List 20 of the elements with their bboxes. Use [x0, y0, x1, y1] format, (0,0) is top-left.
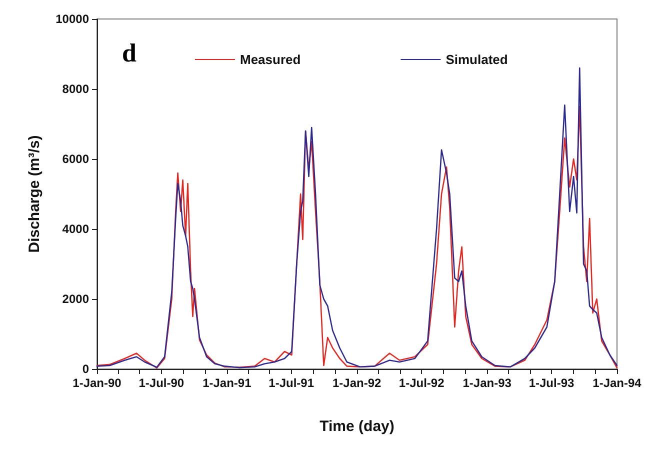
legend-label: Measured	[240, 52, 301, 67]
y-tick-label: 10000	[56, 12, 90, 26]
legend-label: Simulated	[446, 52, 508, 67]
x-tick-label: 1-Jul-93	[528, 376, 575, 390]
x-tick-label: 1-Jan-92	[332, 376, 382, 390]
x-tick-label: 1-Jan-94	[592, 376, 642, 390]
annotation: d	[122, 38, 137, 68]
y-tick-label: 2000	[62, 292, 90, 306]
x-tick-label: 1-Jul-90	[138, 376, 184, 390]
x-axis-title: Time (day)	[320, 418, 394, 435]
x-tick-label: 1-Jul-91	[268, 376, 314, 390]
y-tick-label: 6000	[62, 152, 90, 166]
y-tick-label: 4000	[62, 222, 90, 236]
x-tick-label: 1-Jan-93	[462, 376, 512, 390]
x-tick-label: 1-Jul-92	[398, 376, 445, 390]
y-axis-title: Discharge (m³/s)	[26, 135, 43, 253]
x-tick-label: 1-Jan-91	[202, 376, 252, 390]
x-tick-label: 1-Jan-90	[72, 376, 122, 390]
y-tick-label: 8000	[62, 82, 90, 96]
y-tick-label: 0	[82, 362, 90, 376]
